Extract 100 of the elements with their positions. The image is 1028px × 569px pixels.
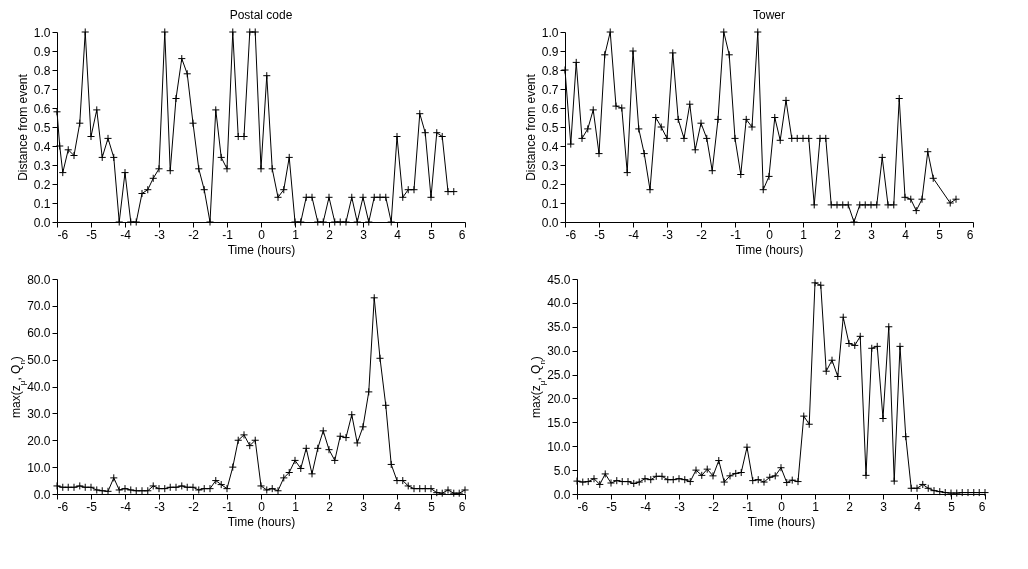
x-tick-label: -6: [565, 227, 577, 242]
y-tick-label: 70.0: [27, 299, 51, 314]
y-tick-label: 0.6: [33, 101, 51, 116]
y-tick-label: 25.0: [547, 368, 571, 383]
y-tick-label: 15.0: [547, 415, 571, 430]
x-tick-label: -1: [222, 499, 234, 514]
x-tick-label: 0: [766, 227, 774, 242]
x-axis-title: Time (hours): [735, 242, 804, 257]
y-tick-label: 20.0: [547, 391, 571, 406]
y-tick-label: 1.0: [541, 25, 559, 40]
x-axis-title: Time (hours): [747, 514, 816, 529]
y-tick-label: 0.0: [33, 215, 51, 230]
x-tick-label: 6: [458, 227, 466, 242]
y-tick-label: 40.0: [547, 296, 571, 311]
x-tick-label: -5: [606, 499, 618, 514]
x-tick-label: 0: [258, 499, 266, 514]
x-tick-label: -2: [696, 227, 708, 242]
y-tick-label: 10.0: [27, 460, 51, 475]
y-tick-label: 1.0: [33, 25, 51, 40]
y-tick-label: 45.0: [547, 272, 571, 287]
x-tick-label: 3: [880, 499, 888, 514]
x-tick-label: -2: [188, 499, 200, 514]
y-tick-label: 0.9: [541, 44, 559, 59]
y-tick-label: 0.9: [33, 44, 51, 59]
x-axis-title: Time (hours): [227, 514, 296, 529]
x-tick-label: -2: [708, 499, 720, 514]
y-tick-label: 0.7: [541, 82, 559, 97]
y-tick-label: 0.4: [541, 139, 559, 154]
y-tick-label: 35.0: [547, 320, 571, 335]
x-tick-label: 0: [258, 227, 266, 242]
x-tick-label: 4: [914, 499, 922, 514]
y-tick-label: 20.0: [27, 433, 51, 448]
y-tick-label: 0.3: [33, 158, 51, 173]
x-tick-label: 0: [778, 499, 786, 514]
y-tick-label: 0.8: [541, 63, 559, 78]
x-tick-label: -6: [57, 227, 69, 242]
y-tick-label: 5.0: [553, 463, 571, 478]
x-tick-label: 2: [326, 499, 334, 514]
x-tick-label: -5: [594, 227, 606, 242]
x-tick-label: 6: [966, 227, 974, 242]
x-tick-label: -3: [662, 227, 674, 242]
x-tick-label: -5: [86, 499, 98, 514]
y-tick-label: 40.0: [27, 380, 51, 394]
y-tick-label: 0.0: [541, 215, 559, 230]
x-tick-label: -3: [154, 227, 166, 242]
x-tick-label: 2: [326, 227, 334, 242]
y-tick-label: 0.0: [33, 487, 51, 502]
y-tick-label: 0.5: [541, 120, 559, 135]
y-tick-label: 0.4: [33, 139, 51, 154]
y-tick-label: 60.0: [27, 326, 51, 341]
x-tick-label: -4: [120, 499, 132, 514]
x-tick-label: -4: [628, 227, 640, 242]
x-tick-label: 1: [812, 499, 820, 514]
x-tick-label: -6: [577, 499, 589, 514]
y-tick-label: 80.0: [27, 272, 51, 287]
x-tick-label: 4: [394, 227, 402, 242]
x-tick-label: 1: [292, 227, 300, 242]
x-tick-label: -4: [120, 227, 132, 242]
y-axis-title: Distance from event: [523, 73, 538, 181]
y-tick-label: 0.1: [33, 196, 51, 211]
y-tick-label: 30.0: [27, 406, 51, 421]
x-tick-label: 2: [846, 499, 854, 514]
x-tick-label: 3: [868, 227, 876, 242]
x-tick-label: -3: [674, 499, 686, 514]
x-tick-label: 5: [428, 227, 436, 242]
y-tick-label: 0.2: [541, 177, 559, 192]
x-tick-label: 5: [428, 499, 436, 514]
x-tick-label: 4: [902, 227, 910, 242]
x-tick-label: -1: [222, 227, 234, 242]
y-tick-label: 0.5: [33, 120, 51, 135]
x-tick-label: -3: [154, 499, 166, 514]
chart-title: Postal code: [229, 8, 293, 22]
x-tick-label: -2: [188, 227, 200, 242]
x-tick-label: 2: [834, 227, 842, 242]
y-axis-title: Distance from event: [15, 73, 30, 181]
x-tick-label: 1: [292, 499, 300, 514]
x-tick-label: 4: [394, 499, 402, 514]
y-tick-label: 0.7: [33, 82, 51, 97]
x-tick-label: -4: [640, 499, 652, 514]
x-tick-label: 6: [458, 499, 466, 514]
y-tick-label: 0.3: [541, 158, 559, 173]
x-tick-label: -1: [742, 499, 754, 514]
y-tick-label: 30.0: [547, 344, 571, 359]
x-tick-label: 6: [978, 499, 986, 514]
x-tick-label: 5: [948, 499, 956, 514]
x-tick-label: 3: [360, 227, 368, 242]
y-tick-label: 10.0: [547, 439, 571, 454]
x-tick-label: 1: [800, 227, 808, 242]
x-tick-label: -1: [730, 227, 742, 242]
x-tick-label: -5: [86, 227, 98, 242]
y-tick-label: 0.2: [33, 177, 51, 192]
x-tick-label: 3: [360, 499, 368, 514]
y-tick-label: 0.1: [541, 196, 559, 211]
x-axis-title: Time (hours): [227, 242, 296, 257]
x-tick-label: 5: [936, 227, 944, 242]
y-tick-label: 0.0: [553, 487, 571, 502]
y-tick-label: 0.8: [33, 63, 51, 78]
chart-title: Tower: [752, 8, 786, 22]
x-tick-label: -6: [57, 499, 69, 514]
y-tick-label: 50.0: [27, 353, 51, 368]
